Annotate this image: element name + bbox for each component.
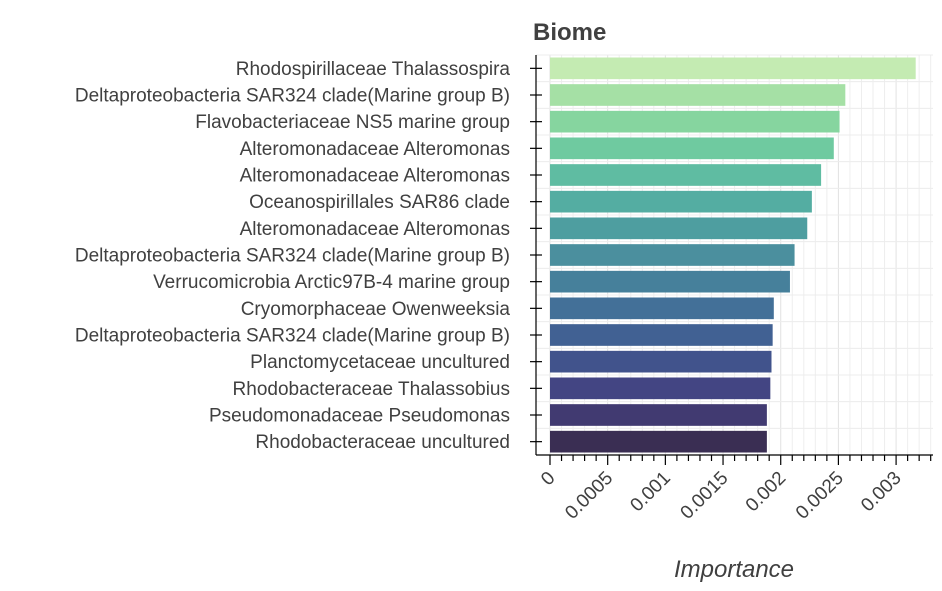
category-label: Rhodospirillaceae Thalassospira bbox=[236, 59, 511, 80]
bar bbox=[550, 217, 808, 240]
category-label: Deltaproteobacteria SAR324 clade(Marine … bbox=[75, 326, 510, 347]
chart-title: Biome bbox=[533, 19, 606, 46]
bar bbox=[550, 244, 795, 266]
x-tick-label: 0.002 bbox=[742, 468, 790, 516]
y-axis: Rhodospirillaceae Thalassospira Deltaprot… bbox=[75, 55, 542, 455]
bar bbox=[550, 137, 834, 160]
x-tick-label: 0.003 bbox=[857, 468, 905, 516]
bar bbox=[550, 190, 812, 213]
x-tick-label: 0 bbox=[537, 468, 559, 490]
bar bbox=[550, 324, 773, 346]
bar bbox=[550, 297, 774, 320]
category-label: Pseudomonadaceae Pseudomonas bbox=[209, 406, 510, 427]
category-label: Oceanospirillales SAR86 clade bbox=[249, 192, 510, 213]
category-label: Verrucomicrobia Arctic97B-4 marine group bbox=[153, 272, 510, 293]
bar bbox=[550, 110, 840, 133]
bar bbox=[550, 270, 790, 293]
bar bbox=[550, 350, 772, 373]
x-tick-label: 0.0025 bbox=[792, 468, 848, 524]
bar bbox=[550, 404, 767, 426]
bar bbox=[550, 57, 916, 80]
category-label: Rhodobacteraceae uncultured bbox=[255, 432, 510, 453]
x-axis-title: Importance bbox=[674, 556, 794, 583]
bar bbox=[550, 377, 771, 400]
category-label: Planctomycetaceae uncultured bbox=[250, 352, 510, 373]
bar bbox=[550, 84, 846, 106]
bar bbox=[550, 430, 767, 453]
category-label: Alteromonadaceae Alteromonas bbox=[240, 166, 510, 187]
category-label: Deltaproteobacteria SAR324 clade(Marine … bbox=[75, 86, 510, 107]
bars bbox=[550, 57, 916, 453]
category-label: Cryomorphaceae Owenweeksia bbox=[241, 299, 511, 320]
category-label: Alteromonadaceae Alteromonas bbox=[240, 139, 510, 160]
category-label: Alteromonadaceae Alteromonas bbox=[240, 219, 510, 240]
x-tick-label: 0.001 bbox=[626, 468, 674, 516]
category-label: Deltaproteobacteria SAR324 clade(Marine … bbox=[75, 246, 510, 267]
bar bbox=[550, 164, 822, 186]
category-label: Flavobacteriaceae NS5 marine group bbox=[195, 112, 510, 133]
x-axis: 0 0.0005 0.001 0.0015 0.002 0.0025 0.003 bbox=[536, 454, 933, 524]
x-tick-label: 0.0005 bbox=[561, 468, 617, 524]
category-label: Rhodobacteraceae Thalassobius bbox=[233, 379, 510, 400]
x-tick-label: 0.0015 bbox=[677, 468, 733, 524]
